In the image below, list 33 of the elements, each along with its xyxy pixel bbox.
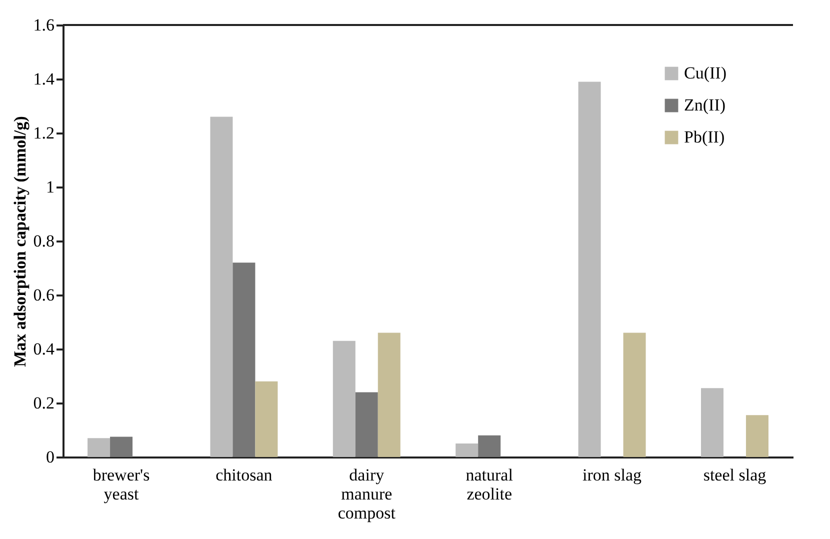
y-tick-label: 0.4 — [33, 340, 55, 358]
bar — [355, 392, 378, 457]
bar — [110, 436, 133, 457]
bar — [700, 388, 724, 457]
y-axis-title: Max adsorption capacity (mmol/g) — [10, 116, 30, 367]
y-tick-label: 0.2 — [33, 394, 54, 412]
y-tick-label: 1.2 — [33, 124, 54, 142]
y-tick-label: 1.6 — [33, 16, 54, 34]
legend-label: Zn(II) — [684, 96, 726, 114]
bar — [478, 435, 501, 457]
x-tick-label: iron slag — [582, 466, 642, 484]
x-tick-label: brewer's yeast — [92, 466, 150, 504]
legend-label: Pb(II) — [684, 128, 725, 146]
bar — [255, 381, 278, 457]
y-tick-label: 0.8 — [33, 232, 54, 250]
bar — [456, 444, 478, 457]
bar — [578, 82, 601, 457]
bar — [332, 340, 356, 457]
bar — [210, 116, 233, 457]
x-tick-label: natural zeolite — [466, 466, 514, 504]
x-tick-label: chitosan — [216, 466, 273, 484]
x-tick-label: steel slag — [703, 466, 767, 484]
x-tick-label: dairy manure compost — [338, 466, 396, 522]
y-tick-label: 0 — [46, 448, 54, 466]
bar — [378, 332, 400, 457]
y-tick-label: 1 — [46, 178, 54, 196]
bar — [88, 438, 110, 457]
bar — [746, 415, 768, 457]
legend-label: Cu(II) — [684, 64, 726, 82]
y-tick-label: 0.6 — [33, 286, 54, 304]
bar — [232, 262, 256, 457]
y-tick-label: 1.4 — [33, 70, 55, 88]
bar — [623, 332, 646, 457]
